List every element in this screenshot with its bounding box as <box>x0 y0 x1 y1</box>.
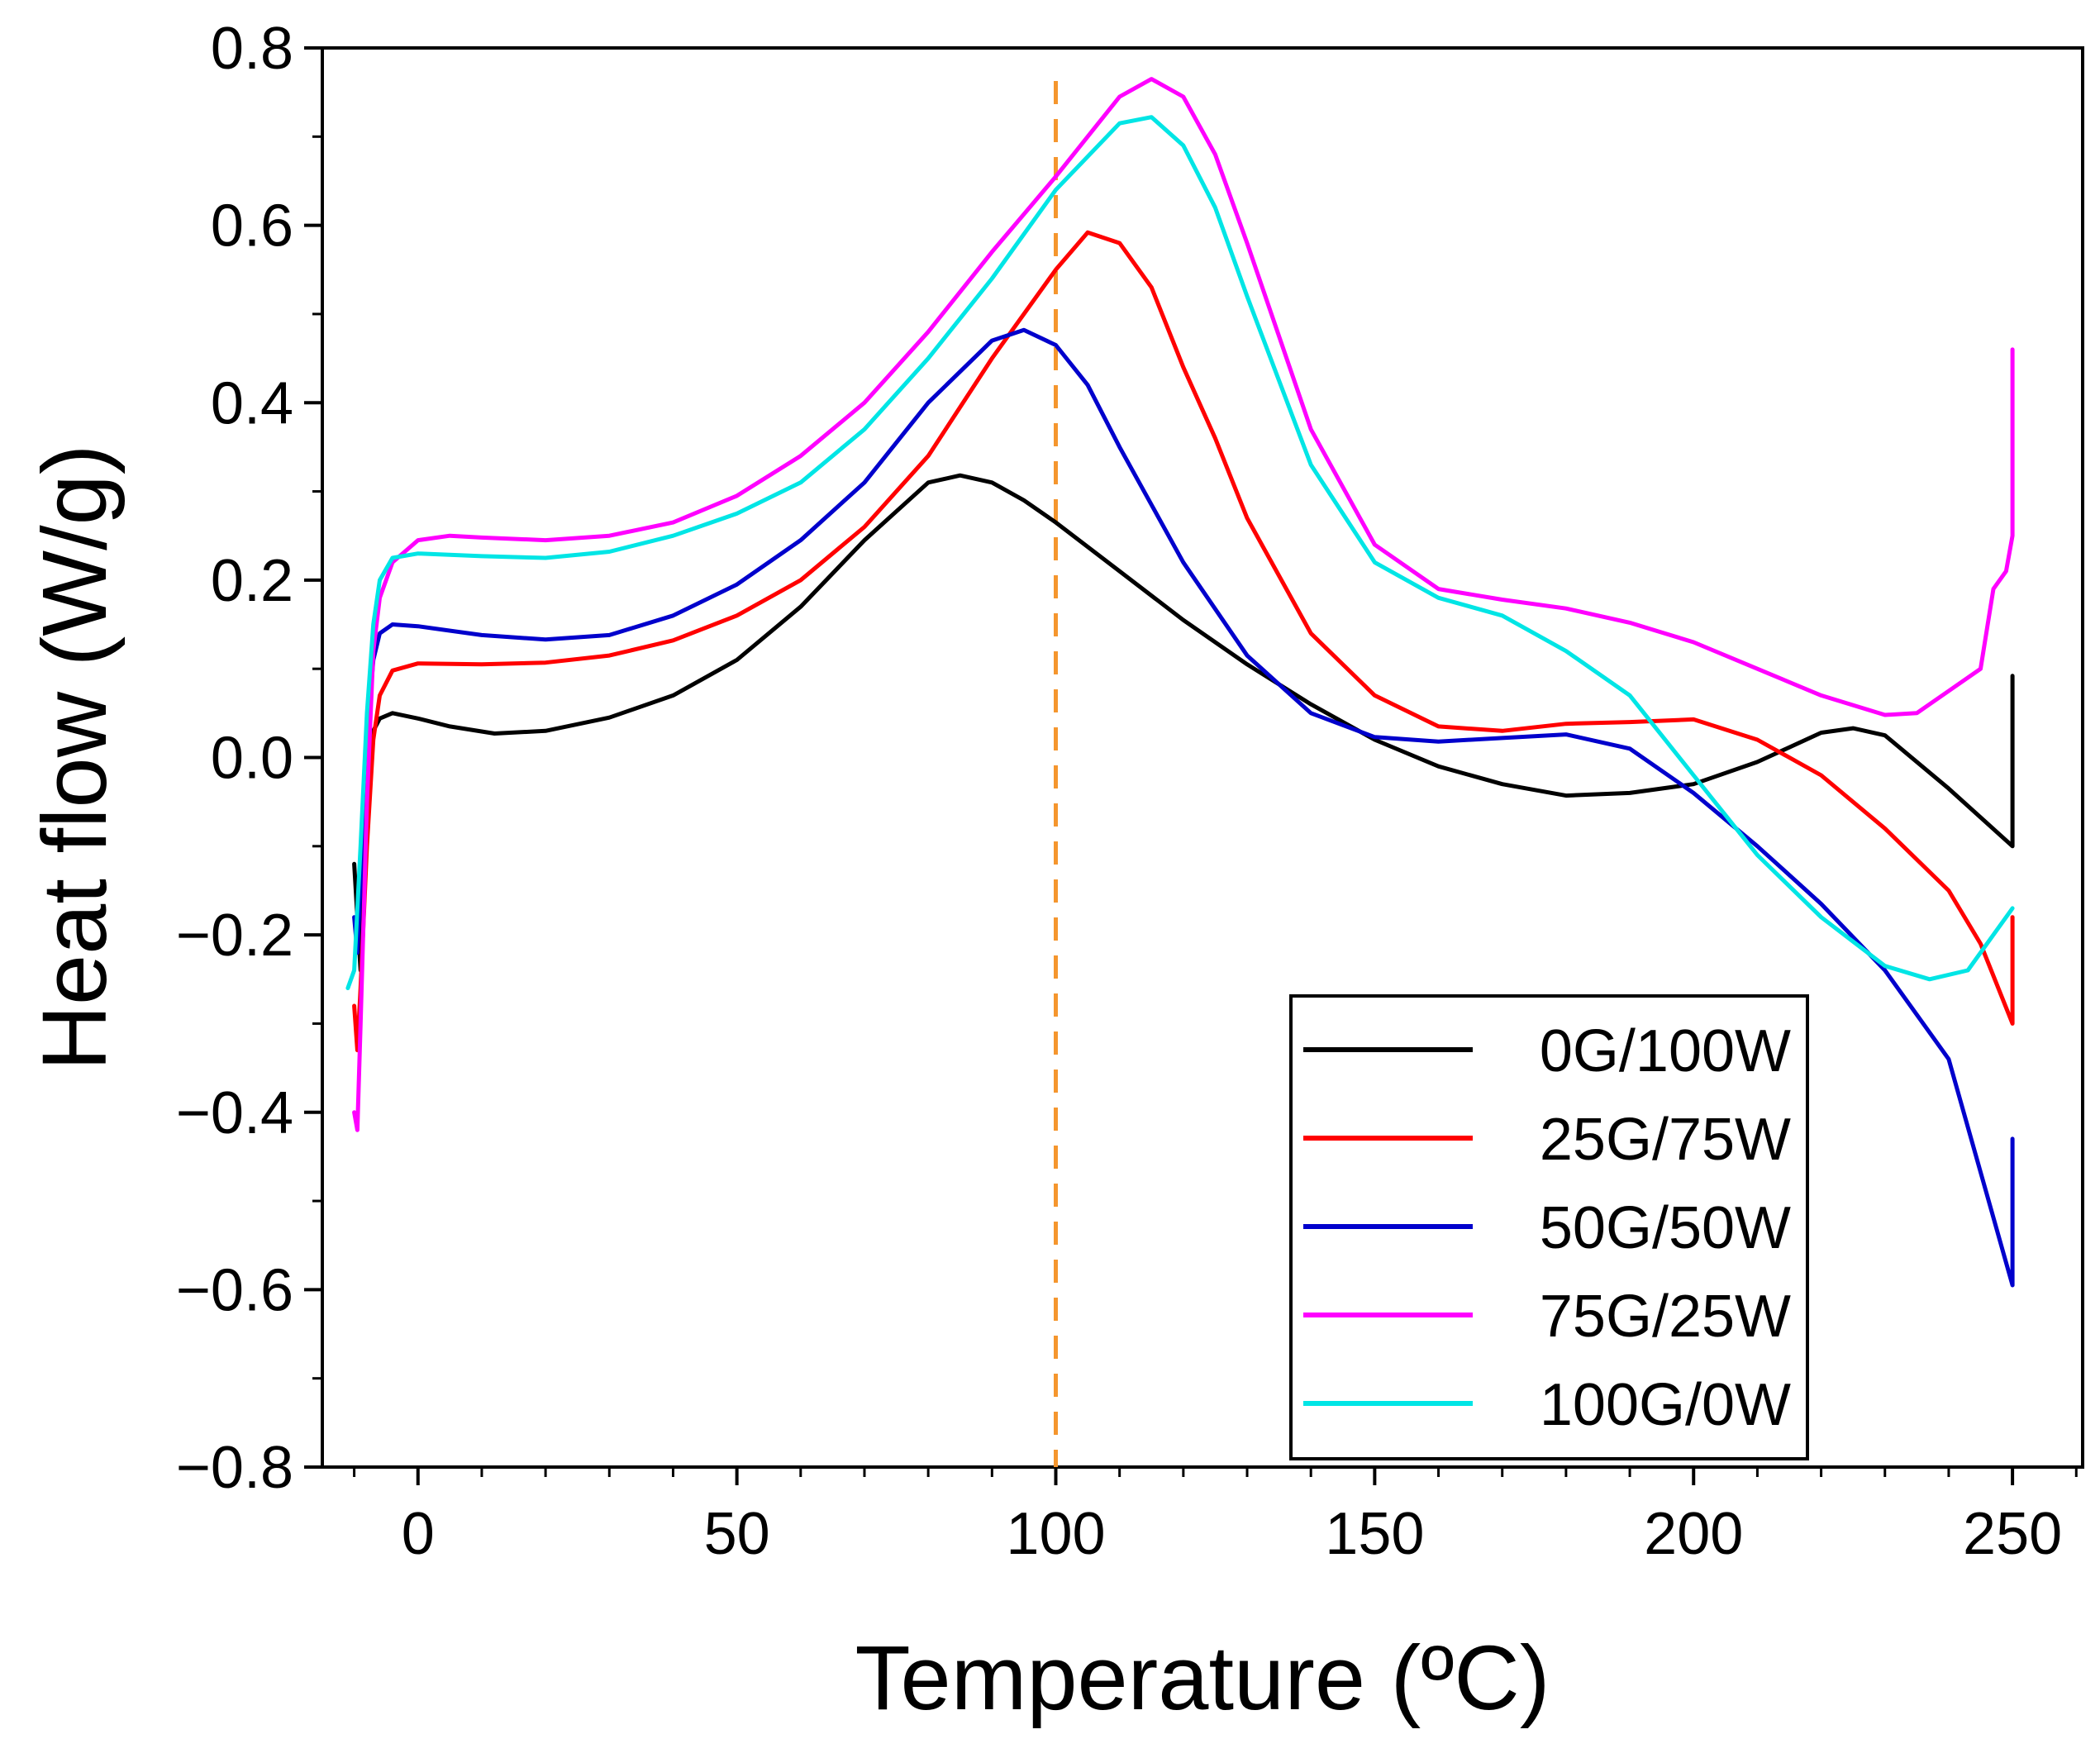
plot-area: 0 50 100 150 200 250 −0.8 −0.6 −0.4 −0.2 0.0 0.2 0.4… <box>176 16 2084 1567</box>
series-line-2 <box>352 230 2015 1053</box>
series-layer <box>345 77 2015 1288</box>
plot-frame <box>321 46 2084 1469</box>
legend-label-3: 50G/50W <box>1540 1195 1791 1261</box>
x-tick-label: 250 <box>1963 1501 2062 1567</box>
legend-label-4: 75G/25W <box>1540 1284 1791 1350</box>
legend: 0G/100W 25G/75W 50G/50W 75G/25W 100G/0W <box>1289 994 1809 1460</box>
series-line-1 <box>352 473 2015 973</box>
y-tick-label: 0.8 <box>211 16 293 82</box>
y-tick-label: 0.4 <box>211 370 293 436</box>
y-tick-label: −0.8 <box>176 1435 293 1501</box>
x-tick-label: 50 <box>704 1501 770 1567</box>
series-line-3 <box>352 327 2015 1288</box>
legend-label-1: 0G/100W <box>1540 1018 1791 1084</box>
x-axis-title: Temperature (ºC) <box>855 1627 1550 1729</box>
axis-ticks <box>304 46 2078 1485</box>
x-tick-label: 150 <box>1325 1501 1424 1567</box>
x-tick-label: 0 <box>402 1501 435 1567</box>
series-line-5 <box>345 115 2015 990</box>
series-line-4 <box>352 77 2015 1132</box>
legend-label-5: 100G/0W <box>1540 1372 1791 1438</box>
axis-tick-labels: 0 50 100 150 200 250 −0.8 −0.6 −0.4 −0.2 0.0 0.2 0.4… <box>176 16 2062 1567</box>
y-tick-label: −0.2 <box>176 903 293 969</box>
legend-label-2: 25G/75W <box>1540 1107 1791 1173</box>
y-tick-label: 0.2 <box>211 548 293 614</box>
x-tick-label: 200 <box>1644 1501 1743 1567</box>
y-tick-label: 0.0 <box>211 726 293 792</box>
y-axis-title: Heat flow (W/g) <box>24 445 126 1071</box>
y-tick-label: −0.6 <box>176 1257 293 1323</box>
x-tick-label: 100 <box>1006 1501 1105 1567</box>
y-tick-label: −0.4 <box>176 1080 293 1146</box>
y-tick-label: 0.6 <box>211 193 293 260</box>
